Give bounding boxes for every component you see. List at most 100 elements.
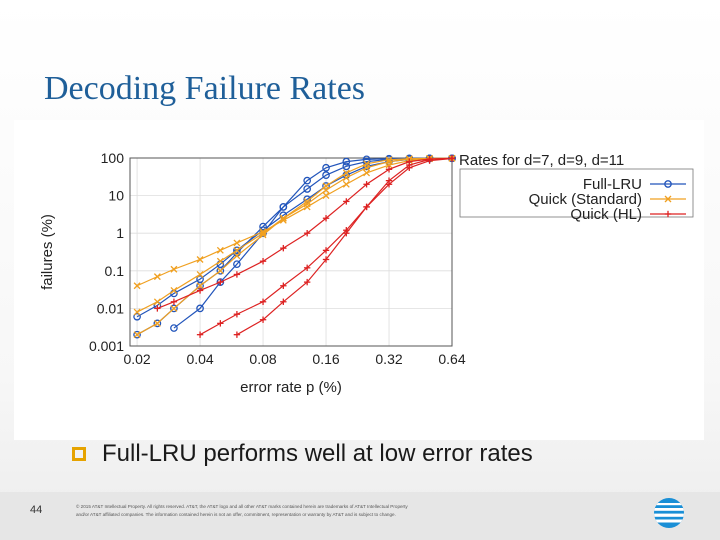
x-tick-label: 0.32 [375,351,402,367]
data-point-quick-hl-d11 [303,278,311,286]
legend-marker-quick-standard-stroke [664,195,672,203]
data-point-quick-standard-d9-stroke [259,229,267,237]
data-point-quick-standard-d9 [303,200,311,208]
series-full-lru-d7 [133,154,456,321]
data-point-quick-standard-d9 [216,257,224,265]
legend-marker-quick-hl [664,210,672,218]
data-point-quick-standard-d7-stroke [363,169,371,177]
data-point-quick-hl-d11 [406,161,413,169]
legend-marker-full-lru [664,180,672,188]
data-point-quick-hl-d11 [280,298,287,305]
data-point-quick-hl-d7 [385,166,393,173]
legend-title: Rates for d=7, d=9, d=11 [459,152,624,169]
failure-rate-chart: 0.02 0.04 0.08 0.16 0.32 0.64 0.001 0.01 0.1 1 10 1… [39,150,694,396]
data-point-quick-standard-d11 [153,319,161,327]
data-point-quick-standard-d7 [322,192,330,200]
data-point-quick-hl-d7 [259,258,267,265]
data-point-quick-standard-d11 [216,267,224,275]
data-point-quick-standard-d9-stroke [196,270,204,278]
data-point-quick-standard-d11 [170,304,178,312]
data-point-quick-standard-d9-stroke [216,257,224,265]
data-point-quick-standard-d7 [153,273,161,281]
series-quick-hl-d11 [233,155,456,338]
data-point-quick-standard-d7 [233,239,241,247]
y-tick-label: 0.1 [105,263,125,279]
data-point-quick-standard-d7-stroke [170,265,178,273]
data-point-quick-hl-d11 [322,256,330,263]
data-point-quick-hl-d9 [303,264,311,272]
plot-frame [129,157,453,347]
data-point-full-lru-d11 [196,304,204,313]
data-point-quick-standard-d7 [342,180,350,188]
data-point-quick-hl-d7 [217,278,224,286]
data-point-quick-standard-d11 [363,160,371,168]
data-point-quick-standard-d11 [385,156,393,164]
series-quick-standard-d11 [133,154,456,339]
data-point-quick-hl-d7 [322,215,330,222]
data-point-quick-standard-d9 [259,229,267,237]
data-point-quick-hl-d11 [363,203,370,211]
data-point-full-lru-d9 [153,319,162,328]
footer-bar [0,492,720,540]
y-tick-label: 100 [101,150,125,166]
data-point-quick-standard-d11-stroke [342,169,350,177]
data-point-quick-hl-d11 [233,331,241,338]
data-point-quick-standard-d7 [196,256,204,263]
data-point-quick-hl-d11 [448,155,456,162]
legend-label-full-lru: Full-LRU [583,176,642,193]
data-point-quick-standard-d9 [233,246,241,254]
x-axis-label: error rate p (%) [240,379,342,396]
data-point-quick-hl-d11 [385,177,393,184]
data-point-quick-standard-d11-stroke [133,331,141,339]
data-point-quick-hl-d9 [259,298,267,305]
data-point-quick-standard-d7 [170,265,178,273]
data-point-quick-standard-d11-stroke [385,156,393,164]
data-point-quick-standard-d7 [363,169,371,177]
data-point-full-lru-d9 [342,162,351,171]
bullet-point: Full-LRU performs well at low error rate… [72,440,533,468]
data-point-quick-standard-d11 [303,197,311,205]
data-point-quick-standard-d11-stroke [170,304,178,312]
data-point-quick-standard-d11-stroke [363,160,371,168]
series-line-quick-standard-d7 [136,157,453,287]
data-point-quick-standard-d11 [322,182,330,190]
data-point-full-lru-d11 [322,163,330,172]
legend-marker-quick-standard [664,195,672,203]
data-point-quick-standard-d9 [196,270,204,278]
data-point-quick-standard-d9-stroke [170,287,178,294]
data-point-quick-standard-d9-stroke [303,200,311,208]
data-point-quick-standard-d11-stroke [303,197,311,205]
chart-panel: 0.02 0.04 0.08 0.16 0.32 0.64 0.001 0.01 0.1 1 10 1… [14,120,704,440]
data-point-quick-hl-d7 [170,298,178,305]
bullet-text: Full-LRU performs well at low error rate… [102,440,533,467]
data-point-quick-standard-d7-stroke [303,203,311,211]
data-point-quick-hl-d7 [154,305,161,312]
data-point-full-lru-d9 [322,171,330,179]
data-point-quick-standard-d11-stroke [233,252,241,260]
y-axis-label: failures (%) [39,214,56,290]
page-number: 44 [30,504,43,516]
data-point-full-lru-d9 [303,185,312,193]
x-tick-label: 0.08 [249,351,276,367]
data-point-quick-standard-d9 [133,308,141,316]
data-point-quick-standard-d9-stroke [133,308,141,316]
data-point-full-lru-d11 [170,324,178,332]
data-point-quick-standard-d11 [259,231,267,239]
data-point-full-lru-d11 [342,157,351,166]
data-point-full-lru-d9 [216,266,225,275]
series-quick-standard-d9 [133,154,456,316]
data-point-quick-standard-d7 [133,282,141,290]
data-point-quick-hl-d9 [280,282,287,289]
data-point-quick-standard-d7-stroke [279,216,287,224]
data-point-quick-standard-d7-stroke [196,256,204,263]
data-point-quick-hl-d9 [322,247,330,254]
data-point-quick-hl-d7 [233,271,241,278]
data-point-quick-hl-d9 [196,331,204,338]
y-tick-label: 1 [116,225,124,241]
data-point-quick-standard-d11 [342,169,350,177]
data-point-quick-hl-d7 [280,244,287,252]
data-point-quick-standard-d7-stroke [153,273,161,281]
data-point-quick-hl-d7 [303,230,311,237]
data-point-quick-standard-d9-stroke [153,298,161,306]
x-tick-label: 0.16 [312,351,339,367]
